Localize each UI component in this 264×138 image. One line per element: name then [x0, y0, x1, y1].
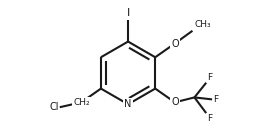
Text: F: F — [213, 95, 218, 104]
Text: CH₂: CH₂ — [73, 98, 90, 107]
Text: O: O — [171, 39, 179, 49]
Text: F: F — [207, 114, 212, 123]
Text: N: N — [124, 99, 132, 109]
Text: F: F — [207, 73, 212, 82]
Text: CH₃: CH₃ — [194, 20, 211, 29]
Text: I: I — [126, 8, 130, 18]
Text: Cl: Cl — [49, 102, 59, 112]
Text: O: O — [171, 97, 179, 107]
